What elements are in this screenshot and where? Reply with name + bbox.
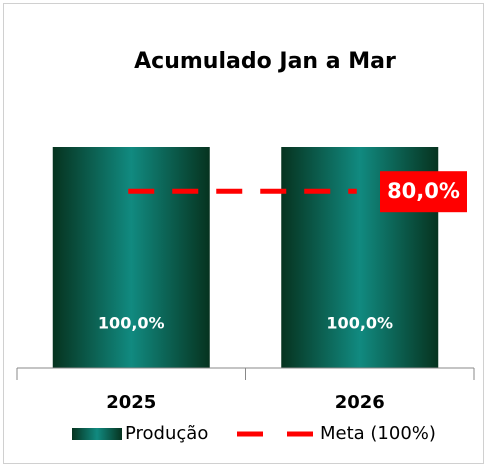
x-tick-label: 2025 — [106, 392, 156, 413]
legend-label: Produção — [125, 423, 208, 444]
x-tick-label: 2026 — [335, 392, 385, 413]
legend-swatch — [72, 428, 122, 440]
legend-label: Meta (100%) — [320, 423, 436, 444]
bar — [52, 147, 210, 368]
data-label: 80,0% — [387, 179, 460, 203]
data-label: 100,0% — [98, 313, 165, 332]
chart-title: Acumulado Jan a Mar — [134, 49, 396, 74]
data-label-box — [380, 171, 467, 213]
data-label: 100,0% — [326, 313, 393, 332]
